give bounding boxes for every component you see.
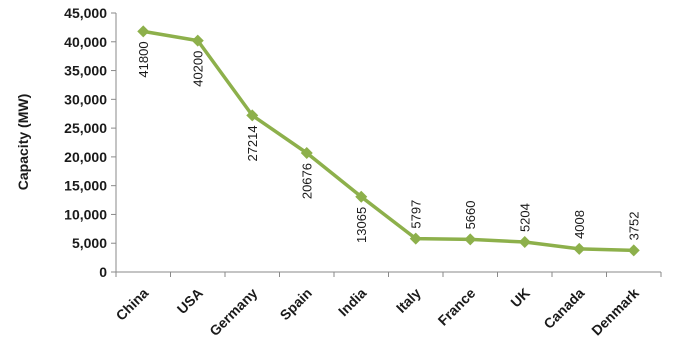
data-point-marker — [409, 232, 422, 245]
data-label: 40200 — [191, 51, 206, 87]
data-label: 5797 — [409, 200, 424, 229]
data-point-marker — [355, 190, 368, 203]
data-label: 3752 — [627, 211, 642, 240]
x-tick-label: France — [435, 285, 479, 329]
data-label: 5204 — [518, 203, 533, 232]
data-point-marker — [246, 109, 259, 122]
data-point-marker — [191, 34, 204, 47]
x-tick-label: UK — [507, 285, 533, 311]
data-label: 4008 — [572, 210, 587, 239]
y-tick-label: 40,000 — [64, 34, 107, 50]
data-point-marker — [627, 244, 640, 257]
x-tick-label: Denmark — [588, 285, 642, 339]
y-tick-label: 30,000 — [64, 91, 107, 107]
data-label: 20676 — [300, 163, 315, 199]
data-label: 41800 — [136, 41, 151, 77]
y-tick-label: 25,000 — [64, 120, 107, 136]
y-axis-label: Capacity (MW) — [15, 94, 31, 190]
x-tick-label: Italy — [393, 285, 424, 316]
x-tick-label: Canada — [540, 285, 587, 332]
x-axis: China USA Germany Spain India Italy France UK Ca… — [113, 272, 662, 339]
y-axis: 0 5,000 10,000 15,000 20,000 25,000 30,000 35,0… — [64, 5, 116, 280]
x-tick-label: Spain — [277, 285, 315, 323]
data-label: 5660 — [463, 201, 478, 230]
data-labels: 41800 40200 27214 20676 13065 5797 5660 5204 400… — [136, 41, 642, 243]
x-tick-label: India — [335, 285, 370, 320]
x-tick-label: USA — [174, 285, 206, 317]
y-tick-label: 35,000 — [64, 63, 107, 79]
series-line — [143, 29, 634, 253]
data-label: 27214 — [245, 125, 260, 161]
data-point-marker — [573, 242, 586, 255]
y-tick-label: 20,000 — [64, 149, 107, 165]
y-tick-label: 45,000 — [64, 5, 107, 21]
x-tick-label: China — [113, 285, 152, 324]
x-tick-label: Germany — [206, 285, 260, 339]
series-capacity — [137, 25, 640, 257]
y-tick-label: 0 — [99, 264, 107, 280]
data-label: 13065 — [354, 207, 369, 243]
data-point-marker — [137, 25, 150, 38]
data-point-marker — [464, 233, 477, 246]
data-point-marker — [518, 236, 531, 249]
y-tick-label: 15,000 — [64, 178, 107, 194]
y-tick-label: 10,000 — [64, 206, 107, 222]
data-point-marker — [300, 146, 313, 159]
y-tick-label: 5,000 — [72, 235, 107, 251]
